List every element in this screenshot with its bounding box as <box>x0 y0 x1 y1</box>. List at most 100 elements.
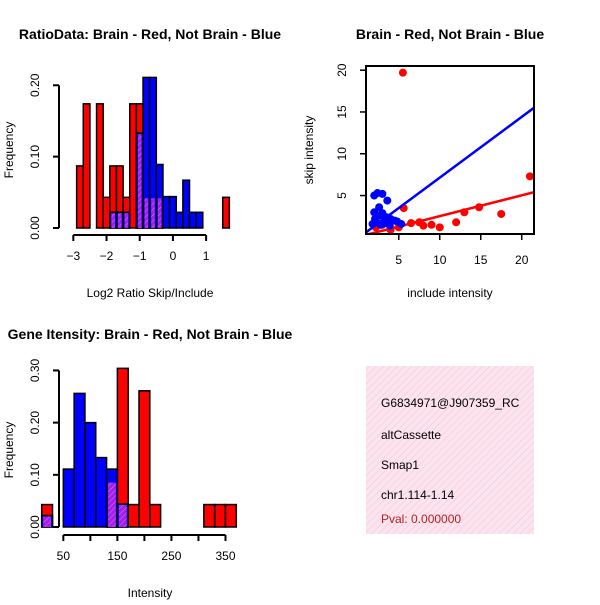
gene-intensity-xlabel: Intensity <box>128 586 173 600</box>
point-not-brain-17 <box>397 219 406 228</box>
point-not-brain-15 <box>385 221 394 230</box>
x-tick-label-2: 250 <box>161 549 181 563</box>
y-tick-label-1: 0.10 <box>28 145 42 169</box>
bar-brain-12 <box>221 196 231 229</box>
point-brain-9 <box>427 220 436 229</box>
x-tick-label-2: −1 <box>133 249 147 263</box>
scatter-y-tick-label-0: 5 <box>335 192 349 199</box>
ratio-histogram-axes: −3 −2 −1 0 1 0.00 0.10 0.20 <box>28 73 210 263</box>
info-location: chr1.114-1.14 <box>381 488 454 502</box>
bar-overlap-5 <box>117 213 122 228</box>
scatter-axes: 5 10 15 20 5 10 15 20 <box>335 63 529 267</box>
y-tick-label-1: 0.10 <box>28 463 42 487</box>
intensity-scatter: Brain - Red, Not Brain - Blue 5 10 15 20 5 10… <box>302 26 544 300</box>
bar-not-brain-11 <box>188 211 197 229</box>
point-brain-11 <box>452 218 461 227</box>
bar-brain-6 <box>203 503 216 528</box>
bar-brain-5 <box>149 503 162 528</box>
bar-overlap-9 <box>144 198 149 228</box>
bar-overlap-8 <box>137 134 142 228</box>
y-tick-label-0: 0.00 <box>28 216 42 240</box>
bar-not-brain-7 <box>162 195 171 229</box>
point-brain-14 <box>497 209 506 218</box>
bar-overlap-4 <box>111 213 115 228</box>
ratio-histogram-title: RatioData: Brain - Red, Not Brain - Blue <box>19 26 281 42</box>
y-tick-label-2: 0.20 <box>28 73 42 97</box>
info-panel: G6834971@J907359_RC altCassette Smap1 ch… <box>366 366 600 534</box>
info-event-type: altCassette <box>381 428 441 442</box>
bar-brain-0 <box>75 165 85 229</box>
x-tick-label-0: 50 <box>57 549 71 563</box>
point-not-brain-4 <box>375 203 384 212</box>
x-tick-label-1: −2 <box>100 249 114 263</box>
bar-brain-7 <box>213 503 227 528</box>
y-tick-label-3: 0.30 <box>28 358 42 382</box>
ratio-histogram-bars <box>75 76 231 229</box>
y-tick-label-0: 0.00 <box>28 515 42 539</box>
y-tick-label-2: 0.20 <box>28 411 42 435</box>
bar-overlap-2 <box>118 505 127 527</box>
bar-not-brain-1 <box>62 468 75 528</box>
x-tick-label-1: 150 <box>107 549 127 563</box>
scatter-frame <box>365 65 535 235</box>
bar-not-brain-8 <box>168 195 177 229</box>
scatter-ylabel: skip intensity <box>302 116 316 185</box>
x-tick-label-3: 0 <box>170 249 177 263</box>
bar-brain-8 <box>224 503 238 528</box>
fit-line-brain <box>366 190 534 234</box>
point-brain-15 <box>525 172 534 181</box>
info-gene-id: G6834971@J907359_RC <box>381 396 520 410</box>
point-brain-10 <box>435 223 444 232</box>
ratio-histogram-ylabel: Frequency <box>2 122 16 179</box>
bar-not-brain-3 <box>84 421 97 528</box>
x-tick-label-4: 1 <box>203 249 210 263</box>
point-not-brain-2 <box>378 189 387 198</box>
gene-intensity-histogram: Gene Itensity: Brain - Red, Not Brain - … <box>2 326 293 600</box>
scatter-x-tick-label-1: 10 <box>433 253 447 267</box>
x-tick-label-3: 350 <box>215 549 235 563</box>
x-tick-label-0: −3 <box>66 249 80 263</box>
scatter-y-tick-label-3: 20 <box>335 63 349 77</box>
fit-line-not-brain <box>366 106 534 234</box>
ratio-histogram: RatioData: Brain - Red, Not Brain - Blue… <box>2 26 281 300</box>
bar-brain-2 <box>95 103 104 229</box>
ratio-histogram-xlabel: Log2 Ratio Skip/Include <box>87 286 214 300</box>
scatter-y-tick-label-2: 15 <box>335 105 349 119</box>
gene-intensity-axes: 50 150 250 350 0.00 0.10 0.20 0.30 <box>28 358 236 563</box>
bar-overlap-10 <box>151 198 155 228</box>
bar-overlap-6 <box>124 213 129 228</box>
point-not-brain-18 <box>371 214 380 223</box>
scatter-x-tick-label-2: 15 <box>474 253 488 267</box>
bar-overlap-0 <box>43 516 52 527</box>
bar-brain-2 <box>116 367 129 528</box>
scatter-xlabel: include intensity <box>407 286 492 300</box>
info-panel-background <box>366 366 534 534</box>
point-not-brain-3 <box>383 196 392 205</box>
point-brain-0 <box>398 68 407 77</box>
scatter-marks <box>366 68 534 234</box>
bar-brain-1 <box>82 103 91 229</box>
bar-not-brain-4 <box>95 456 108 528</box>
scatter-x-tick-label-3: 20 <box>515 253 529 267</box>
scatter-title: Brain - Red, Not Brain - Blue <box>356 26 544 42</box>
bar-brain-7 <box>129 103 138 229</box>
bar-overlap-11 <box>157 198 162 228</box>
scatter-x-tick-label-0: 5 <box>395 253 402 267</box>
bar-brain-3 <box>102 196 111 229</box>
info-pval: Pval: 0.000000 <box>381 512 461 526</box>
bar-overlap-1 <box>108 482 116 527</box>
info-gene-name: Smap1 <box>381 458 419 472</box>
gene-intensity-ylabel: Frequency <box>2 422 16 479</box>
scatter-y-tick-label-1: 10 <box>335 147 349 161</box>
info-gene-id-clip <box>534 396 600 412</box>
bar-not-brain-2 <box>73 392 86 528</box>
point-brain-8 <box>419 221 428 230</box>
gene-intensity-bars <box>40 367 238 528</box>
bar-not-brain-9 <box>175 211 184 229</box>
gene-intensity-title: Gene Itensity: Brain - Red, Not Brain - … <box>8 326 293 342</box>
bar-not-brain-10 <box>182 179 191 229</box>
bar-not-brain-12 <box>195 211 204 229</box>
bar-brain-4 <box>138 390 151 528</box>
bar-brain-3 <box>127 503 140 528</box>
